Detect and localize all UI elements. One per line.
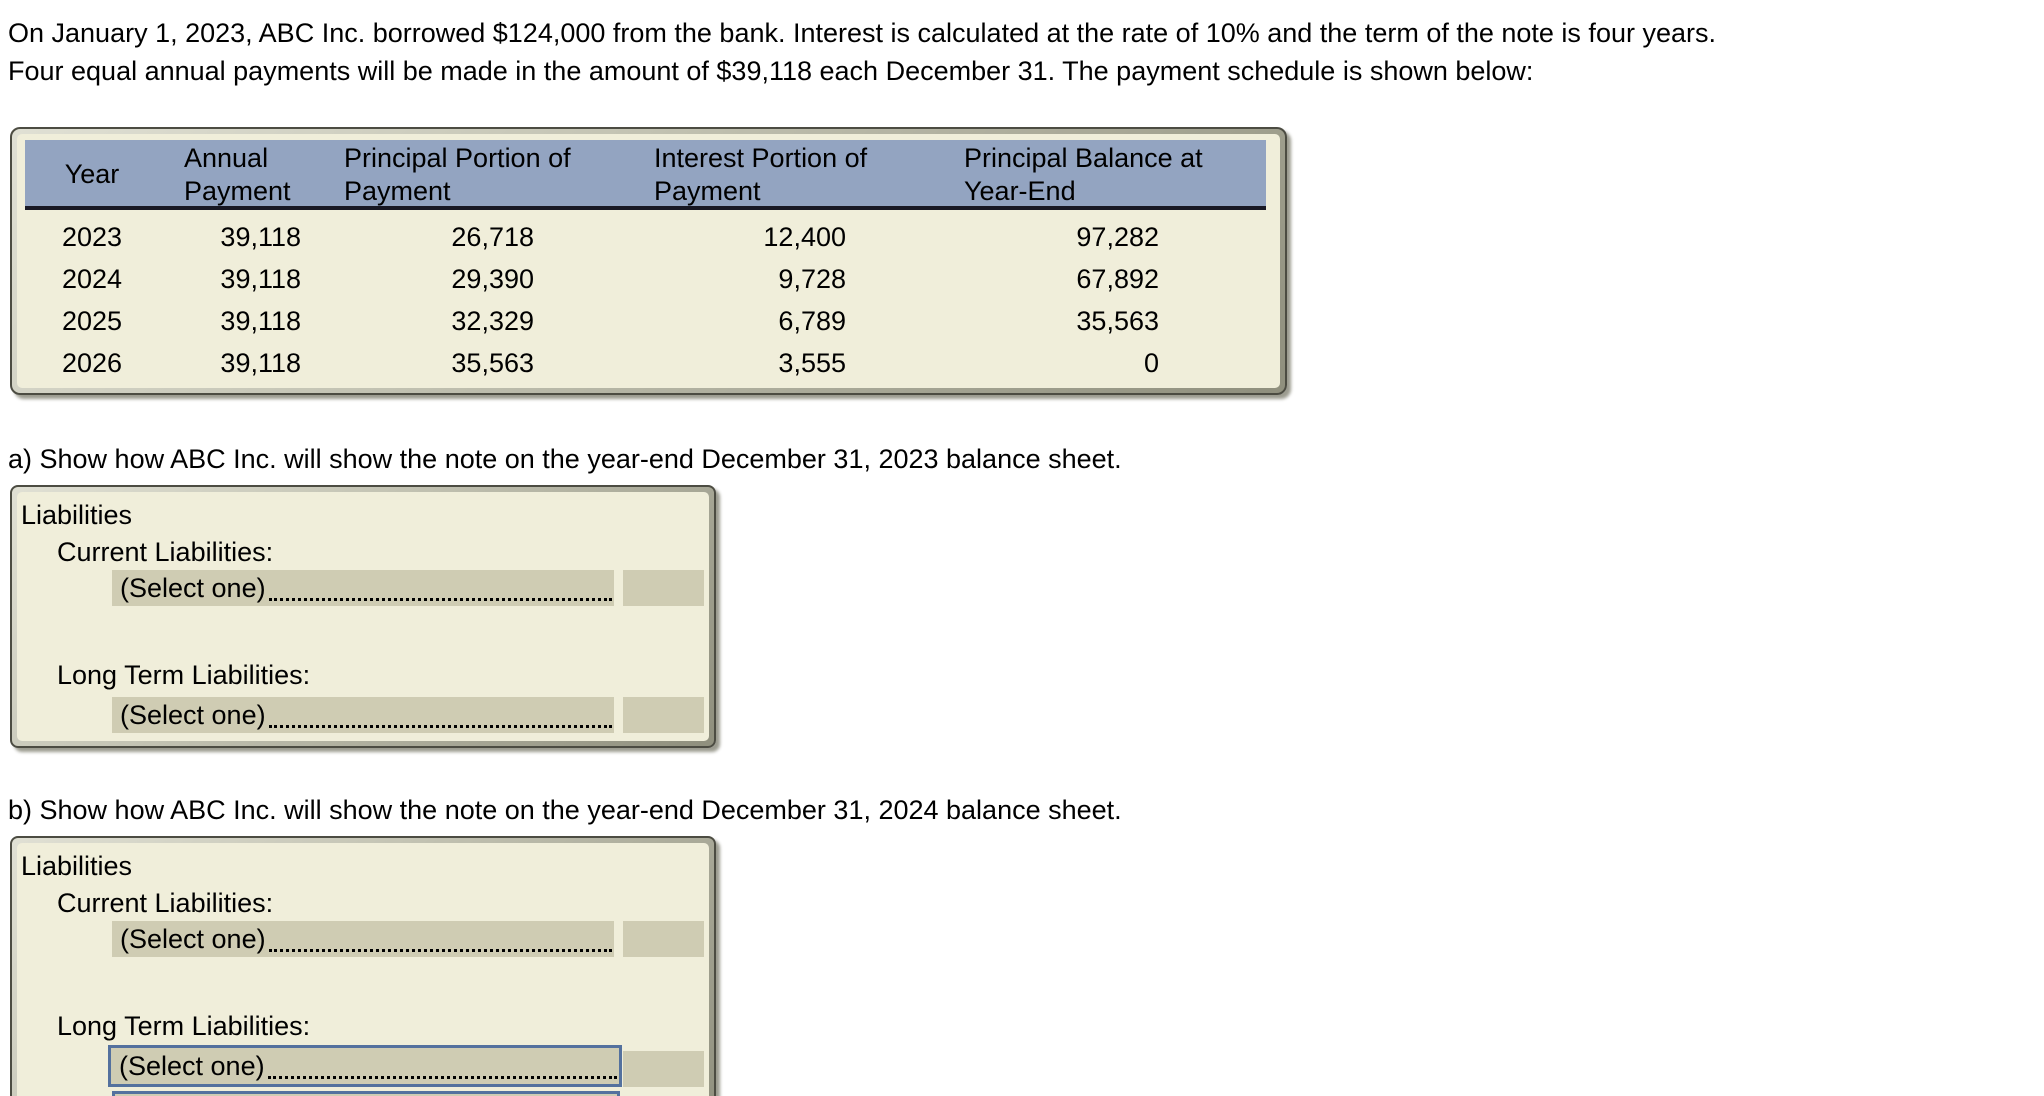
- table-row: 2026 39,118 35,563 3,555 0: [25, 342, 1266, 384]
- liabilities-title: Liabilities: [21, 500, 133, 530]
- cell-year: 2026: [61, 347, 123, 378]
- select-dropdown-option[interactable]: (Select one): [112, 1091, 620, 1096]
- liabilities-title: Liabilities: [21, 851, 133, 881]
- payment-schedule-panel: Year Annual Payment Principal Portion of…: [10, 127, 1287, 395]
- question-b-text: b) Show how ABC Inc. will show the note …: [8, 795, 1122, 825]
- cell-principal-balance: 35,563: [1076, 305, 1159, 336]
- dotted-underline: [268, 725, 612, 728]
- cell-principal-portion: 26,718: [451, 221, 534, 252]
- focused-select-bar[interactable]: (Select one): [111, 1048, 619, 1084]
- current-liabilities-select-a[interactable]: (Select one): [112, 570, 614, 606]
- long-term-liabilities-select-b-focused[interactable]: (Select one): [108, 1045, 622, 1087]
- cell-annual-payment: 39,118: [220, 221, 301, 252]
- question-a-text: a) Show how ABC Inc. will show the note …: [8, 444, 1122, 474]
- column-header-interest-portion: Interest Portion of Payment: [654, 143, 868, 206]
- table-row: 2024 39,118 29,390 9,728 67,892: [25, 258, 1266, 300]
- table-row: 2023 39,118 26,718 12,400 97,282: [25, 216, 1266, 258]
- column-header-principal-balance: Principal Balance at Year-End: [964, 143, 1203, 206]
- dropdown-option-bar[interactable]: (Select one): [115, 1094, 617, 1096]
- select-value: (Select one): [119, 1051, 265, 1081]
- current-liabilities-label: Current Liabilities:: [57, 537, 274, 567]
- cell-principal-portion: 35,563: [451, 347, 534, 378]
- column-header-principal-portion: Principal Portion of Payment: [344, 143, 571, 206]
- cell-year: 2025: [61, 305, 123, 336]
- column-header-year: Year: [64, 158, 120, 189]
- select-value: (Select one): [120, 924, 266, 954]
- current-liabilities-amount-input-b[interactable]: [623, 921, 704, 957]
- long-term-liabilities-label: Long Term Liabilities:: [57, 660, 311, 690]
- column-header-annual-payment: Annual Payment: [184, 143, 291, 206]
- cell-annual-payment: 39,118: [220, 305, 301, 336]
- cell-principal-balance: 97,282: [1076, 221, 1159, 252]
- cell-interest-portion: 12,400: [763, 221, 846, 252]
- balance-sheet-b-inner: Liabilities Current Liabilities: (Select…: [17, 843, 709, 1096]
- cell-principal-portion: 32,329: [451, 305, 534, 336]
- problem-statement-line-2: Four equal annual payments will be made …: [8, 56, 1534, 86]
- table-body: 2023 39,118 26,718 12,400 97,282 2024 39…: [25, 216, 1266, 384]
- current-liabilities-amount-input-a[interactable]: [623, 570, 704, 606]
- dotted-underline: [268, 598, 612, 601]
- balance-sheet-a-panel: Liabilities Current Liabilities: (Select…: [10, 485, 716, 748]
- cell-year: 2024: [61, 263, 123, 294]
- payment-schedule-table: Year Annual Payment Principal Portion of…: [25, 140, 1266, 384]
- cell-interest-portion: 3,555: [778, 347, 846, 378]
- table-header-row: Year Annual Payment Principal Portion of…: [25, 140, 1266, 210]
- problem-statement-line-1: On January 1, 2023, ABC Inc. borrowed $1…: [8, 18, 1716, 48]
- cell-annual-payment: 39,118: [220, 347, 301, 378]
- payment-schedule-panel-inner: Year Annual Payment Principal Portion of…: [17, 134, 1280, 388]
- long-term-liabilities-amount-input-b[interactable]: [623, 1051, 704, 1087]
- cell-principal-balance: 0: [1143, 347, 1159, 378]
- balance-sheet-b-panel: Liabilities Current Liabilities: (Select…: [10, 836, 716, 1096]
- long-term-liabilities-label: Long Term Liabilities:: [57, 1011, 311, 1041]
- table-row: 2025 39,118 32,329 6,789 35,563: [25, 300, 1266, 342]
- long-term-liabilities-select-a[interactable]: (Select one): [112, 697, 614, 733]
- cell-principal-balance: 67,892: [1076, 263, 1159, 294]
- cell-principal-portion: 29,390: [451, 263, 534, 294]
- dotted-underline: [267, 1076, 617, 1079]
- cell-annual-payment: 39,118: [220, 263, 301, 294]
- current-liabilities-label: Current Liabilities:: [57, 888, 274, 918]
- long-term-liabilities-amount-input-a[interactable]: [623, 697, 704, 733]
- select-value: (Select one): [120, 573, 266, 603]
- cell-interest-portion: 9,728: [778, 263, 846, 294]
- dotted-underline: [268, 949, 612, 952]
- select-value: (Select one): [120, 700, 266, 730]
- current-liabilities-select-b[interactable]: (Select one): [112, 921, 614, 957]
- cell-interest-portion: 6,789: [778, 305, 846, 336]
- balance-sheet-a-inner: Liabilities Current Liabilities: (Select…: [17, 492, 709, 741]
- cell-year: 2023: [61, 221, 123, 252]
- problem-statement: On January 1, 2023, ABC Inc. borrowed $1…: [8, 14, 1716, 90]
